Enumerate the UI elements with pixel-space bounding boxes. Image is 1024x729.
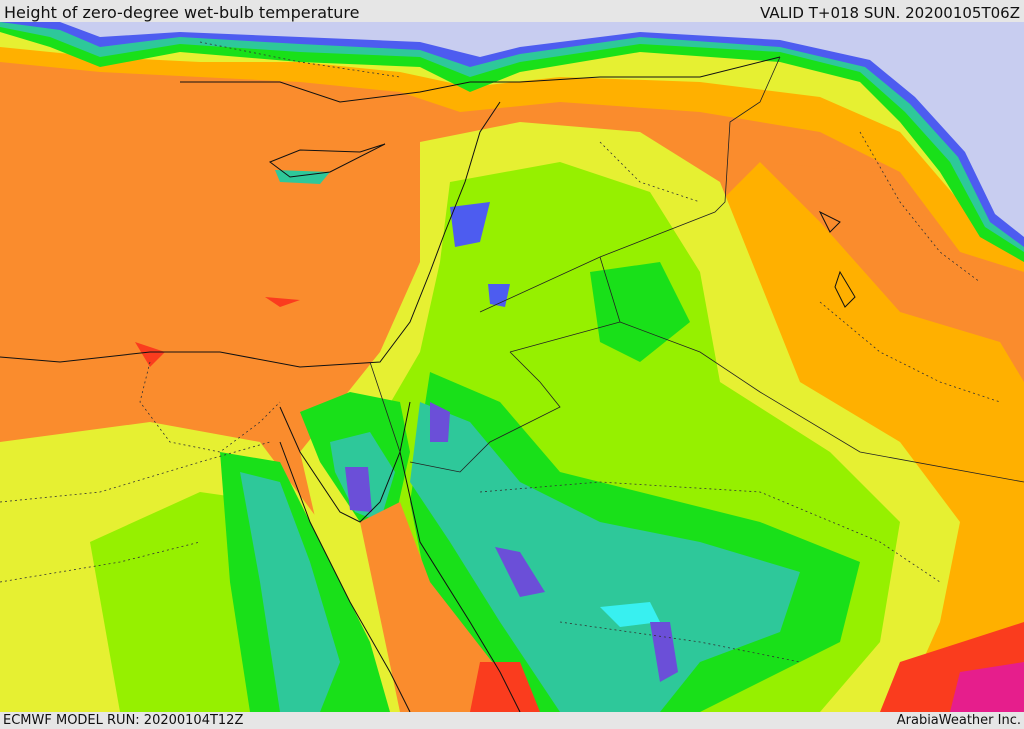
field-indigo-spot-1 — [650, 622, 678, 682]
weather-map — [0, 22, 1024, 712]
field-cyan-spot — [600, 602, 660, 627]
model-run: ECMWF MODEL RUN: 20200104T12Z — [3, 713, 244, 728]
field-indigo-spot-2 — [495, 547, 545, 597]
field-red-south — [470, 662, 540, 712]
coastlines — [0, 56, 856, 712]
title-bar: Height of zero-degree wet-bulb temperatu… — [0, 0, 1024, 22]
field-orange-redsea — [360, 502, 540, 712]
map-canvas — [0, 22, 1024, 712]
credit: ArabiaWeather Inc. — [896, 713, 1021, 728]
field-red-med-1 — [135, 342, 165, 367]
province-borders — [0, 41, 1001, 663]
field-red-med-2 — [265, 297, 300, 307]
borders — [369, 56, 1024, 483]
field-blue-golan — [488, 284, 510, 307]
field-indigo-sinai — [345, 467, 372, 512]
map-title: Height of zero-degree wet-bulb temperatu… — [4, 3, 360, 22]
valid-time: VALID T+018 SUN. 20200105T06Z — [760, 4, 1020, 22]
field-yellow-north — [0, 22, 1024, 222]
field-indigo-spot-3 — [430, 402, 450, 442]
footer-bar: ECMWF MODEL RUN: 20200104T12Z ArabiaWeat… — [0, 712, 1024, 729]
field-verylow-north — [60, 22, 1024, 237]
field-teal-west — [240, 472, 340, 712]
field-teal-south — [410, 402, 800, 712]
field-green-center — [590, 262, 690, 362]
field-magenta-se — [950, 662, 1024, 712]
field-blue-lebanon — [450, 202, 490, 247]
